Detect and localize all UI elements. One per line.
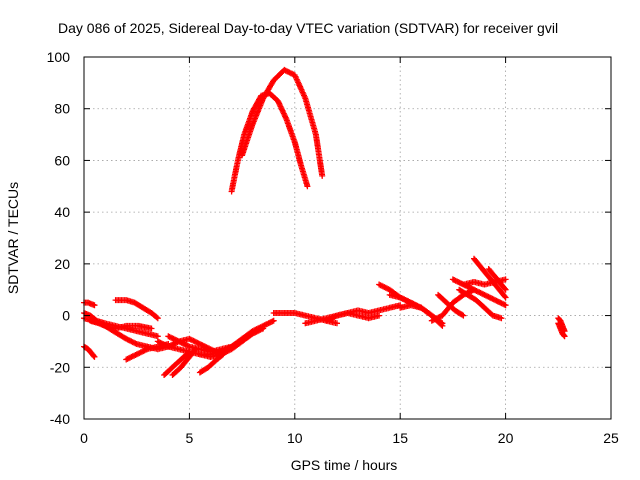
- chart-title: Day 086 of 2025, Sidereal Day-to-day VTE…: [58, 20, 558, 36]
- data-point: [502, 294, 509, 301]
- y-tick-label: 0: [62, 308, 70, 324]
- x-axis-label: GPS time / hours: [291, 457, 398, 473]
- data-point: [334, 320, 340, 327]
- data-point: [451, 277, 458, 283]
- data-point: [473, 288, 480, 294]
- data-point: [148, 325, 155, 332]
- data-point: [153, 314, 160, 321]
- data-point: [497, 299, 504, 306]
- data-point: [173, 337, 180, 344]
- plot-frame: [83, 56, 612, 420]
- x-tick-label: 20: [498, 430, 514, 446]
- y-tick-label: -40: [50, 411, 70, 427]
- x-tick-label: 5: [186, 430, 194, 446]
- data-point: [561, 333, 568, 340]
- data-point: [398, 295, 405, 302]
- data-point: [91, 353, 98, 360]
- y-tick-label: 80: [54, 101, 70, 117]
- y-tick-label: 60: [54, 152, 70, 168]
- data-point: [274, 98, 281, 104]
- data-point: [560, 332, 567, 339]
- x-tick-label: 15: [392, 430, 408, 446]
- y-tick-label: 40: [54, 204, 70, 220]
- data-point: [501, 285, 508, 292]
- x-tick-label: 25: [603, 430, 619, 446]
- data-point: [376, 312, 383, 319]
- data-point: [376, 281, 383, 288]
- data-point: [286, 69, 293, 76]
- data-point: [331, 313, 338, 320]
- data-points: [81, 66, 568, 378]
- data-point: [502, 302, 509, 309]
- data-point: [128, 338, 135, 345]
- y-axis-label: SDTVAR / TECUs: [5, 182, 21, 294]
- data-point: [225, 347, 232, 354]
- data-point: [91, 302, 98, 309]
- data-point: [90, 353, 97, 360]
- data-point: [319, 172, 326, 179]
- data-point: [501, 293, 508, 300]
- data-point: [181, 341, 188, 347]
- data-point: [154, 315, 161, 322]
- grid: [84, 57, 611, 419]
- data-point: [218, 351, 224, 358]
- data-point: [439, 322, 446, 329]
- data-point: [269, 318, 276, 325]
- data-point: [304, 183, 311, 190]
- data-point: [561, 328, 568, 335]
- axis-ticks: 0 5 10 15 20 25 -40 -20 0 20 40 60 80 100: [47, 49, 619, 446]
- data-point: [438, 321, 445, 328]
- data-point: [157, 339, 164, 346]
- data-point: [154, 333, 161, 340]
- data-point: [270, 317, 277, 324]
- x-tick-label: 0: [80, 430, 88, 446]
- data-point: [436, 313, 443, 320]
- data-point: [384, 285, 390, 292]
- y-tick-label: -20: [50, 359, 70, 375]
- data-point: [460, 312, 467, 319]
- y-tick-label: 20: [54, 256, 70, 272]
- data-point: [459, 311, 466, 318]
- data-point: [502, 276, 509, 283]
- y-tick-label: 100: [47, 49, 71, 65]
- data-point: [260, 325, 267, 332]
- data-point: [498, 315, 505, 322]
- x-tick-label: 10: [287, 430, 303, 446]
- data-point: [502, 286, 509, 293]
